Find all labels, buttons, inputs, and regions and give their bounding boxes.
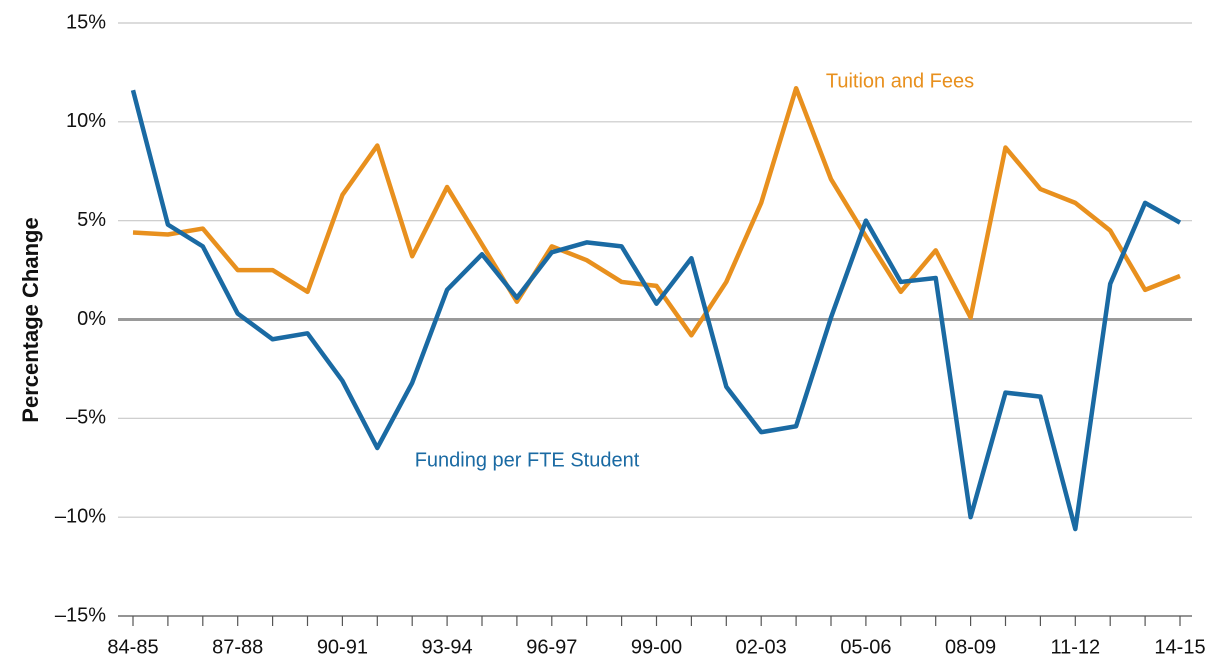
x-tick-label: 84-85 — [107, 636, 158, 658]
x-tick-label: 05-06 — [840, 636, 891, 658]
y-tick-label: 5% — [77, 209, 106, 231]
line-series — [130, 89, 1182, 532]
y-tick-label: 15% — [66, 11, 106, 33]
x-tick-label: 90-91 — [317, 636, 368, 658]
line-series — [132, 85, 1181, 338]
y-tick-label: 0% — [77, 308, 106, 330]
x-tick-label: 93-94 — [422, 636, 473, 658]
x-tick-label: 08-09 — [945, 636, 996, 658]
y-tick-label: 10% — [66, 110, 106, 132]
series-label: Tuition and Fees — [826, 70, 974, 92]
x-tick-label: 02-03 — [736, 636, 787, 658]
x-tick-label: 14-15 — [1154, 636, 1205, 658]
x-tick-label: 11-12 — [1050, 636, 1100, 658]
y-tick-label: –15% — [55, 604, 106, 626]
x-tick-label: 99-00 — [631, 636, 682, 658]
x-tick-label: 87-88 — [212, 636, 263, 658]
x-tick-label: 96-97 — [526, 636, 577, 658]
y-tick-label: –5% — [66, 407, 106, 429]
y-tick-label: –10% — [55, 505, 106, 527]
series-label: Funding per FTE Student — [415, 449, 640, 471]
y-axis-label: Percentage Change — [18, 217, 43, 422]
